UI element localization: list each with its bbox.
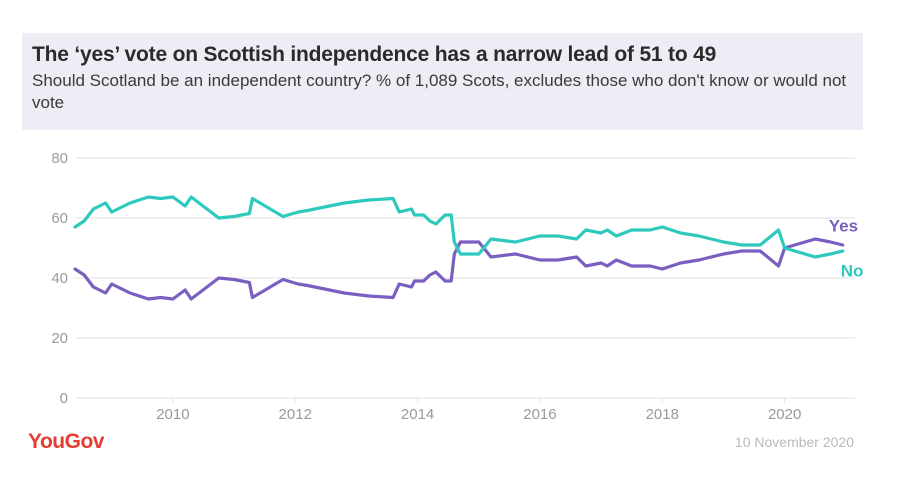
series-line-no bbox=[73, 195, 845, 259]
series-label-yes: Yes bbox=[829, 217, 858, 236]
series-line-yes bbox=[73, 237, 845, 301]
series-label-no: No bbox=[841, 262, 864, 281]
y-tick-label: 60 bbox=[51, 210, 68, 227]
y-tick-label: 20 bbox=[51, 330, 68, 347]
chart-title: The ‘yes’ vote on Scottish independence … bbox=[32, 43, 717, 66]
publish-date: 10 November 2020 bbox=[734, 434, 854, 450]
grid-layer bbox=[75, 157, 855, 399]
x-tick-label: 2016 bbox=[523, 406, 556, 423]
x-tick-label: 2020 bbox=[768, 406, 801, 423]
chart-subtitle: Should Scotland be an independent countr… bbox=[32, 71, 847, 112]
x-tick-label: 2018 bbox=[646, 406, 679, 423]
y-tick-label: 0 bbox=[60, 390, 68, 407]
series-layer bbox=[73, 195, 845, 301]
yougov-logo: YouGov bbox=[28, 430, 104, 453]
axis-layer: 0 20 40 60 80 2010 2012 2014 2016 2018 2020 bbox=[51, 150, 801, 423]
label-layer: Yes No bbox=[829, 217, 864, 281]
chart-header: The ‘yes’ vote on Scottish independence … bbox=[22, 33, 863, 130]
x-tick-label: 2012 bbox=[279, 406, 312, 423]
y-tick-label: 40 bbox=[51, 270, 68, 287]
x-tick-label: 2014 bbox=[401, 406, 434, 423]
y-tick-label: 80 bbox=[51, 150, 68, 167]
x-tick-label: 2010 bbox=[156, 406, 189, 423]
